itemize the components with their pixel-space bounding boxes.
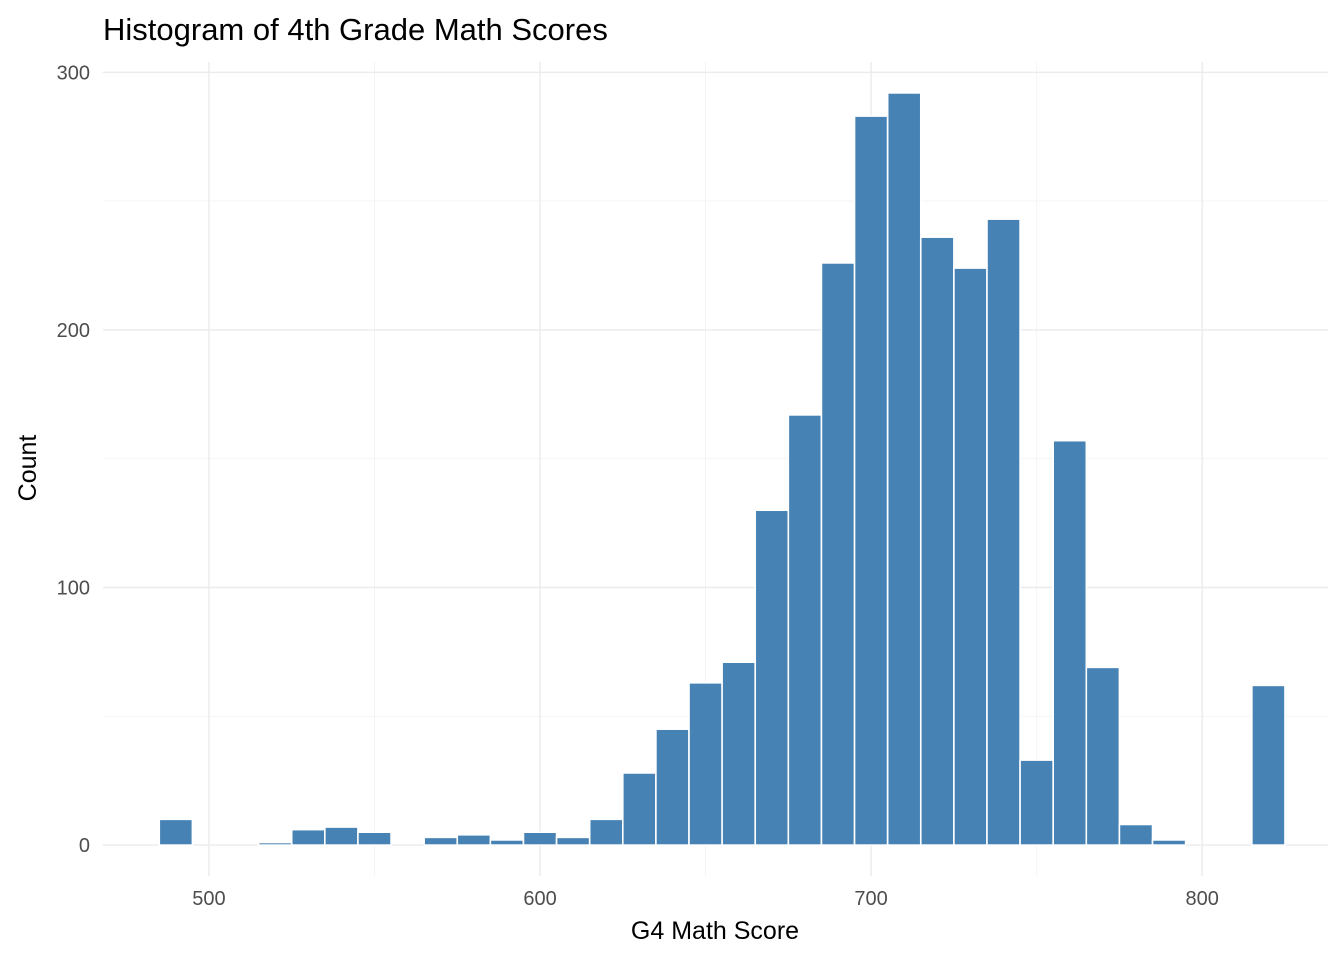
histogram-bar bbox=[655, 728, 690, 846]
histogram-bar bbox=[754, 509, 790, 846]
histogram-bar bbox=[820, 262, 856, 846]
y-tick-labels: 0 100 200 300 bbox=[57, 62, 90, 857]
y-tick-label: 100 bbox=[57, 577, 90, 599]
x-axis-title: G4 Math Score bbox=[631, 917, 799, 945]
histogram-bar bbox=[1019, 759, 1055, 846]
histogram-bar bbox=[423, 836, 459, 846]
histogram-bar bbox=[357, 831, 392, 846]
histogram-bar bbox=[257, 841, 293, 846]
y-axis-title: Count bbox=[14, 435, 42, 502]
x-tick-label: 700 bbox=[854, 888, 887, 910]
y-tick-label: 200 bbox=[57, 320, 90, 342]
histogram-bar bbox=[1085, 666, 1121, 846]
histogram-bars bbox=[158, 92, 1286, 846]
histogram-bar bbox=[886, 92, 922, 846]
histogram-bar bbox=[489, 839, 525, 846]
histogram-bar bbox=[621, 772, 657, 846]
grid-lines bbox=[103, 62, 1328, 876]
histogram-bar bbox=[688, 682, 723, 846]
x-tick-labels: 500 600 700 800 bbox=[192, 888, 1219, 910]
histogram-bar bbox=[1251, 684, 1286, 846]
histogram-bar bbox=[853, 115, 889, 846]
histogram-bar bbox=[1118, 823, 1154, 846]
x-tick-label: 800 bbox=[1186, 888, 1219, 910]
y-tick-label: 300 bbox=[57, 62, 90, 84]
histogram-bar bbox=[787, 414, 823, 846]
histogram-bar bbox=[721, 661, 757, 846]
histogram-bar bbox=[555, 836, 591, 846]
histogram-bar bbox=[986, 218, 1021, 846]
histogram-bar bbox=[953, 267, 988, 846]
x-tick-label: 500 bbox=[192, 888, 225, 910]
histogram-bar bbox=[324, 826, 359, 846]
chart-title: Histogram of 4th Grade Math Scores bbox=[103, 12, 608, 47]
y-tick-label: 0 bbox=[79, 835, 90, 857]
histogram-bar bbox=[919, 236, 955, 846]
histogram-bar bbox=[456, 833, 492, 846]
histogram-bar bbox=[1052, 439, 1088, 846]
histogram-bar bbox=[1151, 839, 1187, 846]
histogram-bar bbox=[158, 818, 194, 846]
histogram-bar bbox=[290, 828, 326, 846]
x-tick-label: 600 bbox=[523, 888, 556, 910]
histogram-bar bbox=[588, 818, 624, 846]
histogram-bar bbox=[522, 831, 558, 846]
